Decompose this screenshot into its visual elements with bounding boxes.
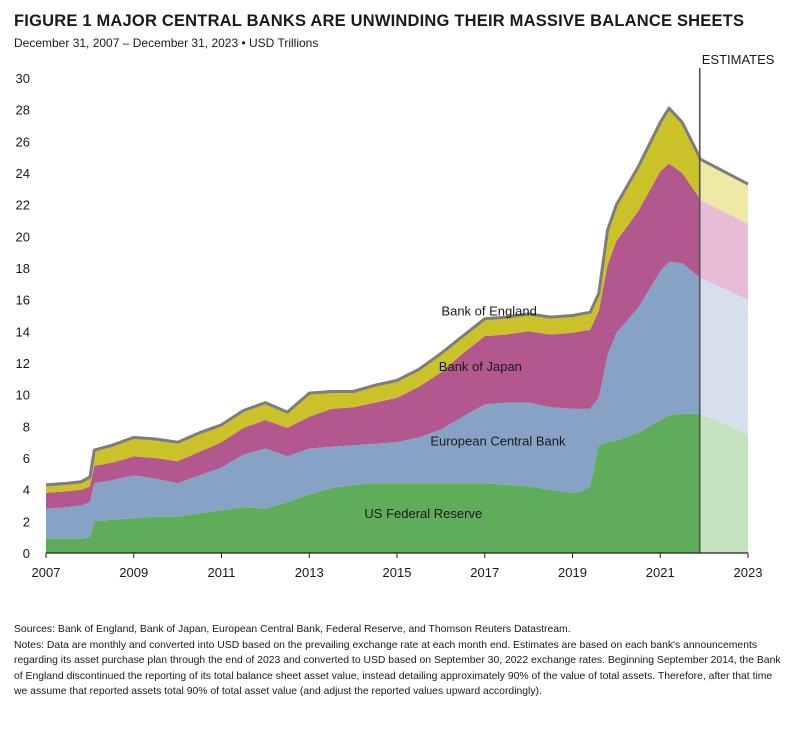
figure-subtitle: December 31, 2007 – December 31, 2023 • …: [14, 36, 319, 50]
estimate-area-bank-of-england: [699, 158, 748, 224]
area-european-central-bank: [46, 261, 700, 539]
area-us-federal-reserve: [46, 413, 700, 553]
y-tick-label: 6: [23, 451, 30, 466]
x-tick-label: 2015: [383, 565, 412, 580]
y-tick-label: 12: [16, 356, 30, 371]
y-tick-label: 24: [16, 166, 30, 181]
area-bank-of-japan: [46, 163, 700, 509]
y-tick-label: 8: [23, 419, 30, 434]
figure-title: FIGURE 1 MAJOR CENTRAL BANKS ARE UNWINDI…: [14, 12, 745, 30]
y-tick-label: 30: [16, 71, 30, 86]
sources-note: Sources: Bank of England, Bank of Japan,…: [14, 624, 571, 635]
y-tick-label: 22: [16, 198, 30, 213]
x-tick-label: 2019: [558, 565, 587, 580]
y-tick-label: 4: [23, 483, 30, 498]
series-label-bank-of-england: Bank of England: [441, 304, 536, 319]
y-tick-label: 26: [16, 134, 30, 149]
x-tick-label: 2009: [119, 565, 148, 580]
chart-notes: Sources: Bank of England, Bank of Japan,…: [14, 622, 784, 700]
total-outline: [45, 106, 749, 487]
stacked-area-chart: 024681012141618202224262830ESTIMATES2007…: [16, 52, 775, 580]
area-bank-of-england: [46, 108, 700, 493]
x-tick-label: 2023: [734, 565, 763, 580]
x-tick-label: 2021: [646, 565, 675, 580]
methodology-note: Notes: Data are monthly and converted in…: [14, 639, 781, 698]
estimate-area-bank-of-japan: [699, 199, 748, 300]
y-tick-label: 28: [16, 103, 30, 118]
y-tick-label: 0: [23, 546, 30, 561]
y-tick-label: 20: [16, 229, 30, 244]
series-label-bank-of-japan: Bank of Japan: [439, 359, 522, 374]
y-tick-label: 10: [16, 388, 30, 403]
series-label-european-central-bank: European Central Bank: [430, 433, 566, 448]
x-tick-label: 2017: [470, 565, 499, 580]
x-tick-label: 2007: [32, 565, 61, 580]
y-tick-label: 2: [23, 514, 30, 529]
x-tick-label: 2011: [208, 565, 236, 580]
y-tick-label: 14: [16, 324, 30, 339]
estimate-area-european-central-bank: [699, 277, 748, 435]
y-tick-label: 18: [16, 261, 30, 276]
y-tick-label: 16: [16, 293, 30, 308]
estimate-area-us-federal-reserve: [699, 413, 748, 553]
estimates-label: ESTIMATES: [702, 52, 775, 67]
x-tick-label: 2013: [295, 565, 324, 580]
series-label-us-federal-reserve: US Federal Reserve: [364, 506, 482, 521]
